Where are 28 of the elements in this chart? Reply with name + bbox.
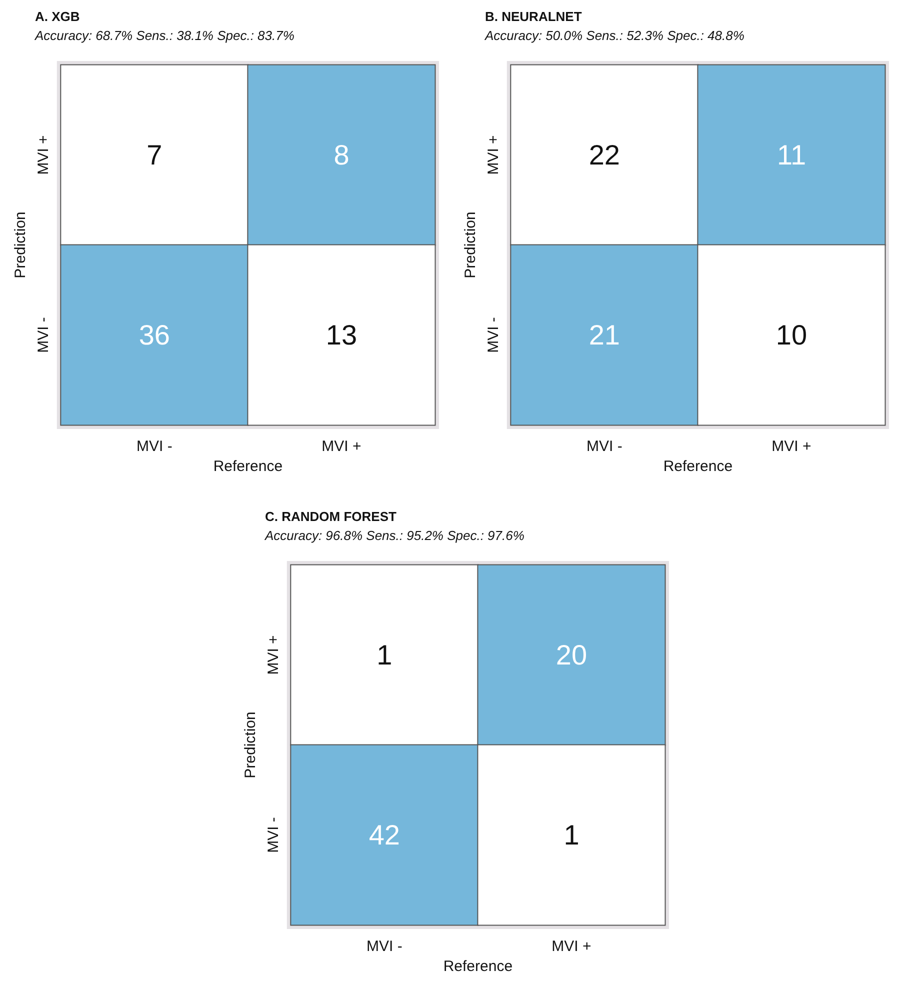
x-axis-title: Reference (213, 458, 283, 475)
x-tick-label: MVI - (586, 438, 622, 455)
data-label: 11 (776, 140, 806, 170)
data-label: 1 (564, 820, 580, 850)
chart-title: B. NEURALNET (485, 9, 582, 24)
data-label: 7 (146, 140, 162, 170)
x-tick-label: MVI - (136, 438, 172, 455)
x-tick-label: MVI + (772, 438, 812, 455)
data-label: 36 (138, 320, 170, 350)
chart-title: A. XGB (35, 9, 80, 24)
data-label: 21 (588, 320, 620, 350)
data-label: 42 (368, 820, 400, 850)
data-label: 10 (776, 320, 808, 350)
y-axis-title: Prediction (462, 212, 479, 278)
data-label: 13 (326, 320, 358, 350)
chart-subtitle: Accuracy: 50.0% Sens.: 52.3% Spec.: 48.8% (484, 28, 744, 43)
data-label: 22 (588, 140, 620, 170)
data-label: 8 (334, 140, 350, 170)
chart-subtitle: Accuracy: 96.8% Sens.: 95.2% Spec.: 97.6% (264, 528, 524, 543)
x-axis-title: Reference (663, 458, 733, 475)
y-axis-title: Prediction (12, 212, 29, 278)
chart-subtitle: Accuracy: 68.7% Sens.: 38.1% Spec.: 83.7% (34, 28, 294, 43)
data-label: 1 (376, 640, 392, 670)
x-axis-title: Reference (443, 958, 513, 975)
data-label: 20 (556, 640, 588, 670)
chart-title: C. RANDOM FOREST (265, 509, 396, 524)
x-tick-label: MVI + (322, 438, 362, 455)
y-axis-title: Prediction (242, 712, 259, 778)
